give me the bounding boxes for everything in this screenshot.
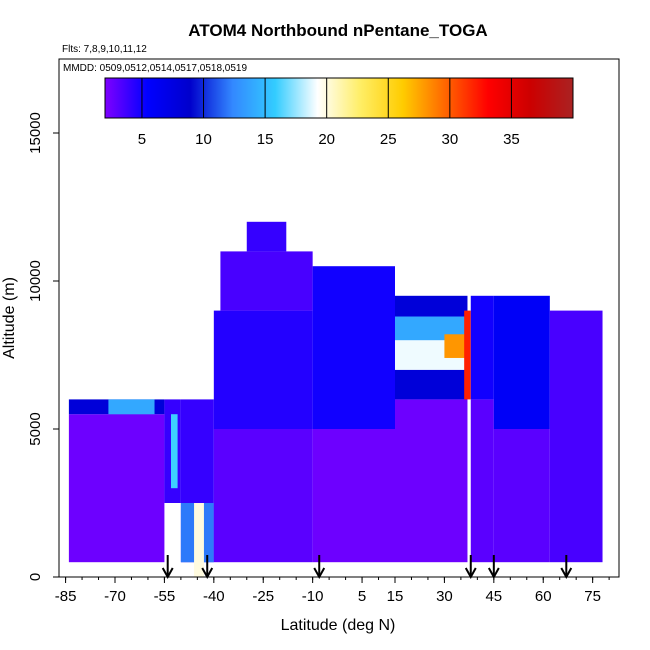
heatmap-cell xyxy=(549,310,603,563)
heatmap-cell xyxy=(171,414,178,489)
y-tick-label: 5000 xyxy=(27,412,44,445)
colorbar-tick-label: 10 xyxy=(195,131,212,148)
x-axis-label: Latitude (deg N) xyxy=(281,617,396,634)
dates-subtitle: MMDD: 0509,0512,0514,0517,0518,0519 xyxy=(63,63,247,74)
chart-title: ATOM4 Northbound nPentane_TOGA xyxy=(188,21,487,40)
y-axis-label: Altitude (m) xyxy=(1,277,18,359)
plot-frame xyxy=(58,58,620,578)
colorbar-gradient xyxy=(104,77,574,119)
x-axis: -85 -70 -55 -40 -25 -10 5 15 30 45 60 75 xyxy=(55,577,610,605)
colorbar-tick-label: 20 xyxy=(318,131,335,148)
heatmap-cell xyxy=(395,369,468,400)
heatmap-cell xyxy=(470,295,494,400)
heatmap-cell xyxy=(464,310,471,400)
x-tick-label: -70 xyxy=(104,588,126,605)
x-tick-label: 30 xyxy=(436,588,453,605)
heatmap-cell xyxy=(246,221,287,252)
heatmap-cell xyxy=(213,310,313,429)
x-tick-label: 15 xyxy=(387,588,404,605)
heatmap-cell xyxy=(213,429,313,563)
heatmap-cell xyxy=(493,295,550,429)
heatmap-cell xyxy=(312,266,395,429)
x-tick-label: -25 xyxy=(252,588,274,605)
y-tick-label: 0 xyxy=(27,573,44,581)
x-tick-label: -10 xyxy=(302,588,324,605)
colorbar-tick-label: 25 xyxy=(380,131,397,148)
colorbar-tick-label: 5 xyxy=(138,131,146,148)
x-tick-label: 45 xyxy=(485,588,502,605)
heatmap-cell xyxy=(493,429,550,563)
y-axis: 0 5000 10000 15000 xyxy=(27,112,59,581)
y-tick-label: 10000 xyxy=(27,260,44,302)
heatmap-cell xyxy=(220,251,313,311)
heatmap-cell xyxy=(194,503,204,577)
colorbar-tick-label: 35 xyxy=(503,131,520,148)
colorbar-tick-label: 30 xyxy=(441,131,458,148)
flights-subtitle: Flts: 7,8,9,10,11,12 xyxy=(62,44,147,55)
heatmap-cell xyxy=(444,334,468,358)
heatmap-cell xyxy=(395,316,468,341)
x-tick-label: 5 xyxy=(358,588,366,605)
heatmap-cell xyxy=(395,399,468,563)
x-tick-label: -40 xyxy=(203,588,225,605)
heatmap-cells xyxy=(68,221,603,577)
colorbar: 5 10 15 20 25 30 35 xyxy=(104,77,574,148)
heatmap-cell xyxy=(470,399,494,563)
heatmap-cell xyxy=(312,429,395,563)
x-tick-label: -85 xyxy=(55,588,77,605)
heatmap-cell xyxy=(108,399,155,415)
x-tick-label: -55 xyxy=(154,588,176,605)
heatmap-cell xyxy=(395,295,468,317)
x-tick-label: 60 xyxy=(535,588,552,605)
y-tick-label: 15000 xyxy=(27,112,44,154)
colorbar-tick-label: 15 xyxy=(257,131,274,148)
heatmap-cell xyxy=(68,414,165,563)
x-tick-label: 75 xyxy=(584,588,601,605)
